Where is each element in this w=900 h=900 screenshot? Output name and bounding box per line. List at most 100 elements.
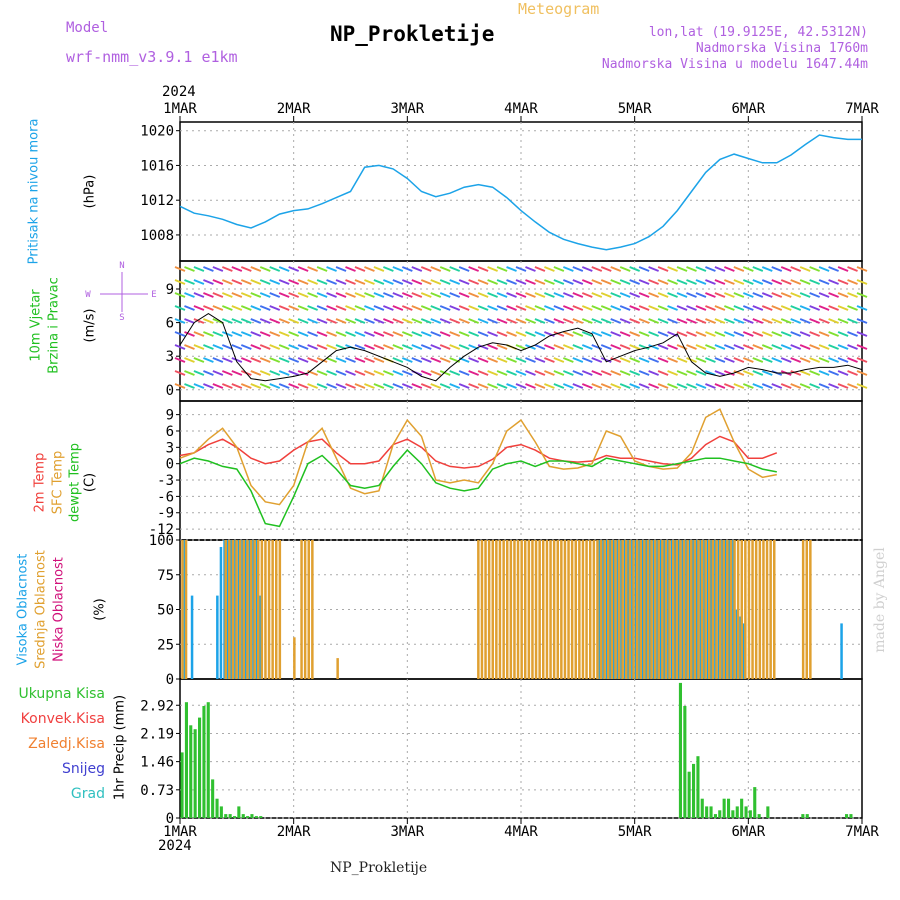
wind-barb bbox=[364, 344, 375, 350]
precip-bar bbox=[246, 816, 250, 818]
cloud-bar-1 bbox=[708, 540, 711, 679]
wind-barb bbox=[809, 318, 821, 324]
precip-bar bbox=[189, 725, 193, 818]
wind-barb bbox=[581, 383, 593, 389]
wind-barb bbox=[638, 344, 650, 350]
wind-barb bbox=[534, 305, 546, 311]
precip-bar bbox=[731, 810, 735, 818]
wind-barb bbox=[544, 344, 555, 350]
y-tick-label: 100 bbox=[149, 533, 174, 549]
wind-barb bbox=[534, 266, 546, 272]
wind-barb bbox=[525, 292, 536, 298]
wind-barb bbox=[231, 357, 243, 363]
precip-bar bbox=[709, 806, 713, 818]
wind-barb bbox=[648, 318, 659, 324]
wind-barb bbox=[373, 292, 385, 298]
wind-barb bbox=[383, 292, 394, 298]
wind-barb bbox=[705, 383, 716, 389]
wind-barb bbox=[799, 318, 811, 324]
y-tick-label: 0 bbox=[166, 383, 174, 399]
wind-barb bbox=[278, 383, 290, 389]
wind-barb bbox=[231, 344, 243, 350]
wind-barb bbox=[316, 357, 328, 363]
wind-barb bbox=[742, 370, 754, 376]
wind-barb bbox=[250, 383, 262, 389]
wind-barb bbox=[250, 318, 262, 324]
wind-barb bbox=[231, 370, 243, 376]
wind-barb bbox=[724, 331, 735, 337]
wind-barb bbox=[515, 331, 527, 337]
wind-barb bbox=[695, 357, 707, 363]
wind-barb bbox=[458, 266, 470, 272]
wind-barb bbox=[240, 331, 252, 337]
wind-barb bbox=[600, 331, 612, 337]
x-tick-label-bottom: 7MAR bbox=[845, 824, 879, 840]
wind-barb bbox=[231, 383, 243, 389]
wind-barb bbox=[345, 357, 356, 363]
wind-barb bbox=[847, 344, 858, 350]
wind-barb bbox=[761, 344, 773, 350]
wind-barb bbox=[714, 357, 726, 363]
wind-barb bbox=[724, 305, 735, 311]
wind-barb bbox=[364, 331, 375, 337]
wind-barb bbox=[619, 357, 631, 363]
wind-barb bbox=[591, 357, 603, 363]
wind-barb bbox=[686, 292, 697, 298]
wind-barb bbox=[581, 357, 593, 363]
wind-barb bbox=[288, 292, 300, 298]
wind-barb bbox=[278, 318, 290, 324]
wind-barb bbox=[184, 279, 195, 285]
credit-text: made by Angel bbox=[872, 547, 888, 653]
wind-barb bbox=[174, 344, 186, 350]
cloud-bar-1 bbox=[801, 540, 805, 679]
wind-barb bbox=[705, 266, 716, 272]
wind-barb bbox=[439, 266, 451, 272]
wind-barb bbox=[847, 357, 858, 363]
cloud-bar-1 bbox=[552, 540, 556, 679]
temp-label-2m: 2m Temp bbox=[32, 452, 48, 513]
wind-barb bbox=[657, 292, 669, 298]
cloud-bar-1 bbox=[643, 540, 646, 679]
wind-barb bbox=[742, 292, 754, 298]
wind-barb bbox=[203, 292, 214, 298]
wind-barb bbox=[780, 318, 792, 324]
x-tick-label-top: 2MAR bbox=[277, 101, 311, 117]
wind-barb bbox=[686, 279, 697, 285]
wind-barb bbox=[316, 370, 328, 376]
wind-barb bbox=[799, 292, 811, 298]
wind-barb bbox=[420, 279, 432, 285]
wind-barb bbox=[278, 357, 290, 363]
wind-barb bbox=[184, 331, 195, 337]
cloud-bar-1 bbox=[228, 540, 231, 679]
wind-barb bbox=[733, 383, 745, 389]
wind-barb bbox=[742, 266, 754, 272]
wind-barb bbox=[240, 266, 252, 272]
wind-barb bbox=[354, 331, 366, 337]
cloud-bar-1 bbox=[538, 540, 541, 679]
wind-barb bbox=[799, 383, 811, 389]
wind-barb bbox=[269, 370, 281, 376]
wind-barb bbox=[581, 279, 593, 285]
wind-barb bbox=[809, 305, 821, 311]
wind-barb bbox=[477, 305, 489, 311]
precip-bar bbox=[250, 814, 254, 818]
cloud-bar-1 bbox=[653, 540, 657, 679]
wind-barb bbox=[458, 305, 470, 311]
wind-barb bbox=[695, 318, 707, 324]
wind-barb bbox=[506, 292, 517, 298]
cloud-bar-1 bbox=[224, 540, 227, 679]
cloud-bar-1 bbox=[744, 540, 747, 679]
wind-barb bbox=[799, 357, 811, 363]
cloud-bar-1 bbox=[574, 540, 577, 679]
wind-barb bbox=[193, 266, 205, 272]
wind-barb bbox=[383, 383, 394, 389]
wind-barb bbox=[525, 383, 536, 389]
wind-barb bbox=[799, 305, 811, 311]
wind-barb bbox=[401, 383, 413, 389]
wind-barb bbox=[667, 344, 678, 350]
cloud-bar-1 bbox=[487, 540, 491, 679]
wind-barb bbox=[733, 331, 745, 337]
wind-barb bbox=[392, 305, 404, 311]
wind-barb bbox=[572, 266, 584, 272]
wind-barb bbox=[487, 305, 498, 311]
